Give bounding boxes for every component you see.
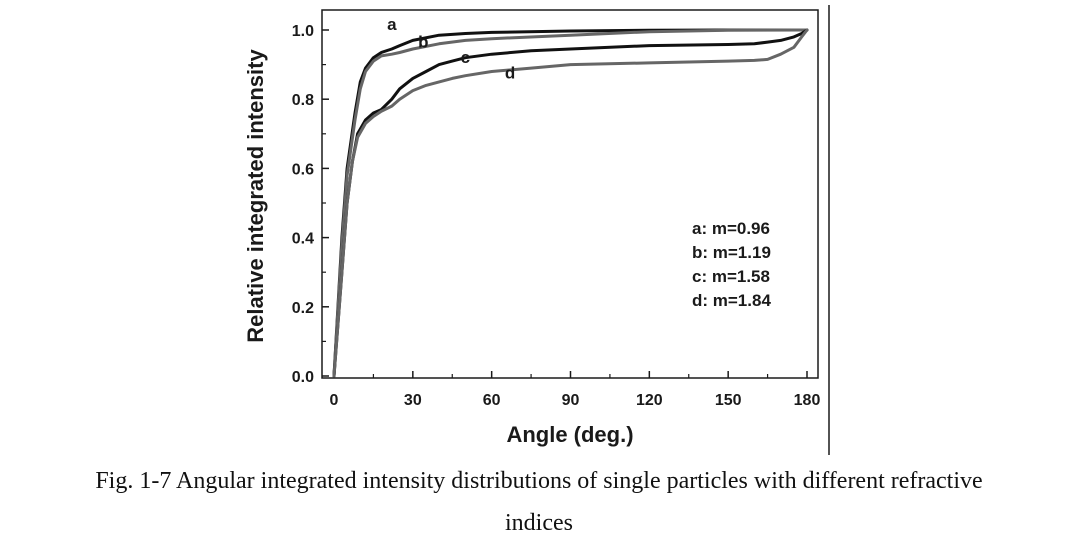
x-tick-label: 30 (404, 392, 422, 409)
x-axis-title: Angle (deg.) (506, 422, 633, 447)
x-tick-label: 180 (794, 392, 821, 409)
x-tick-label: 90 (562, 392, 580, 409)
x-tick-label: 150 (715, 392, 742, 409)
figure-caption-line-2: indices (505, 510, 573, 536)
y-tick-label: 0.2 (292, 300, 314, 317)
curve-label-b: b (418, 32, 428, 51)
y-tick-label: 1.0 (292, 23, 314, 40)
curve-label-d: d (505, 63, 515, 82)
legend-entry: c: m=1.58 (692, 267, 770, 286)
y-tick-label: 0.8 (292, 92, 314, 109)
figure-caption-line-1: Fig. 1-7 Angular integrated intensity di… (95, 468, 983, 494)
curve-label-c: c (461, 48, 470, 67)
series-line-a (332, 28, 809, 378)
legend-entry: d: m=1.84 (692, 291, 771, 310)
x-tick-label: 0 (330, 392, 339, 409)
chart-marks: a b c d (332, 15, 809, 378)
y-axis-title: Relative integrated intensity (243, 49, 268, 343)
x-tick-label: 120 (636, 392, 663, 409)
y-tick-label: 0.4 (292, 231, 314, 248)
y-tick-label: 0.6 (292, 161, 314, 178)
curve-label-a: a (387, 15, 397, 34)
series-line-c (332, 28, 809, 378)
y-tick-label: 0.0 (292, 369, 314, 386)
x-tick-label: 60 (483, 392, 501, 409)
legend-entry: b: m=1.19 (692, 243, 771, 262)
series-line-b (332, 28, 809, 378)
legend: a: m=0.96 b: m=1.19 c: m=1.58 d: m=1.84 (692, 219, 771, 310)
series-line-d (332, 28, 809, 378)
axes: 0 30 60 90 120 150 180 0.0 0.2 0.4 0.6 0.8 1.0 Angle … (243, 5, 830, 455)
chart-svg: 0 30 60 90 120 150 180 0.0 0.2 0.4 0.6 0.8 1.0 Angle … (243, 5, 830, 455)
legend-entry: a: m=0.96 (692, 219, 770, 238)
